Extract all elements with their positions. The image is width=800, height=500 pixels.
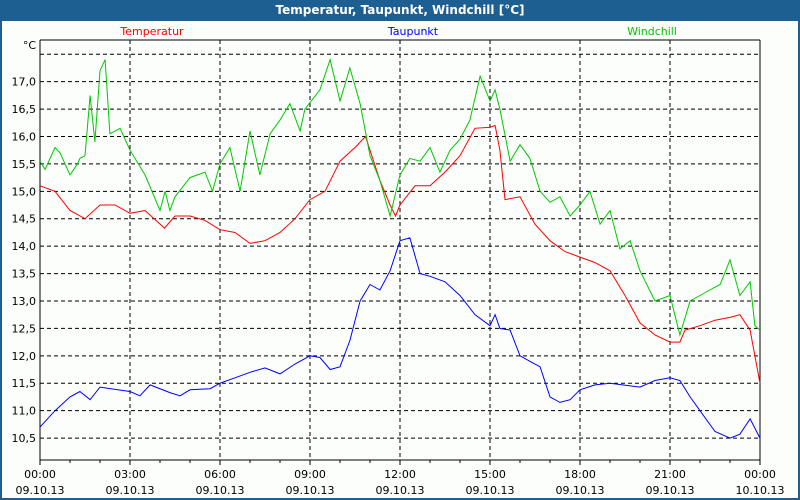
y-tick-label: 13,0: [12, 295, 37, 308]
y-tick-label: 14,5: [12, 213, 37, 226]
x-tick-time: 12:00: [384, 468, 416, 481]
y-tick-label: 10,5: [12, 432, 37, 445]
y-tick-label: 12,0: [12, 350, 37, 363]
x-tick-date: 09.10.13: [376, 484, 425, 497]
x-tick-date: 09.10.13: [106, 484, 155, 497]
x-tick-date: 09.10.13: [646, 484, 695, 497]
x-tick-time: 06:00: [204, 468, 236, 481]
y-tick-label: 17,0: [12, 76, 37, 89]
y-tick-label: 16,5: [12, 103, 37, 116]
y-tick-label: 12,5: [12, 322, 37, 335]
x-tick-date: 10.10.13: [736, 484, 785, 497]
x-tick-date: 09.10.13: [556, 484, 605, 497]
y-tick-label: 13,5: [12, 268, 37, 281]
x-tick-time: 00:00: [24, 468, 56, 481]
y-tick-label: 11,5: [12, 377, 37, 390]
series-line-taupunkt: [39, 237, 761, 439]
x-tick-time: 03:00: [114, 468, 146, 481]
legend-temperatur: Temperatur: [119, 25, 184, 38]
y-axis-unit: °C: [23, 39, 37, 52]
legend-windchill: Windchill: [627, 25, 677, 38]
x-tick-time: 21:00: [654, 468, 686, 481]
x-tick-date: 09.10.13: [196, 484, 245, 497]
y-tick-label: 15,5: [12, 158, 37, 171]
x-tick-time: 00:00: [744, 468, 776, 481]
x-tick-date: 09.10.13: [16, 484, 65, 497]
y-tick-label: 16,0: [12, 131, 37, 144]
y-tick-label: 15,0: [12, 185, 37, 198]
series-line-temperatur: [39, 124, 761, 384]
x-tick-date: 09.10.13: [466, 484, 515, 497]
window-title: Temperatur, Taupunkt, Windchill [°C]: [275, 3, 525, 17]
x-tick-time: 15:00: [474, 468, 506, 481]
y-tick-label: 14,0: [12, 240, 37, 253]
y-tick-label: 11,0: [12, 405, 37, 418]
x-tick-date: 09.10.13: [286, 484, 335, 497]
series-line-windchill: [39, 57, 761, 337]
x-tick-time: 18:00: [564, 468, 596, 481]
legend-taupunkt: Taupunkt: [387, 25, 439, 38]
x-tick-time: 09:00: [294, 468, 326, 481]
